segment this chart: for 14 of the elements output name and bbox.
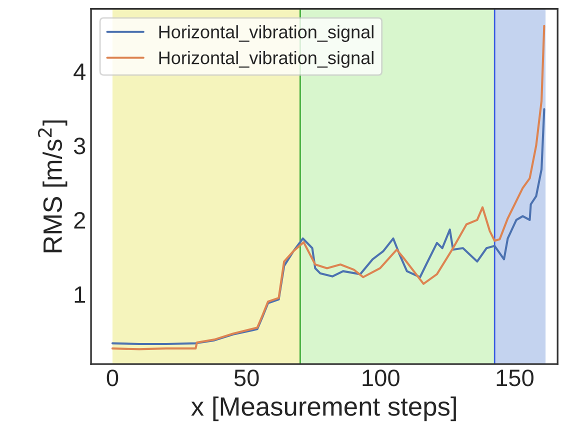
- legend-label: Horizontal_vibration_signal: [159, 25, 374, 42]
- line-series: [111, 108, 546, 346]
- line-series: [111, 24, 546, 350]
- y-axis-title: RMS [m/s$^{2}$]: [38, 120, 68, 252]
- x-tick-label: 100: [362, 370, 400, 386]
- x-axis-title: x [Measurement steps]: [191, 396, 456, 422]
- legend-label: Horizontal_vibration_signal: [159, 50, 374, 68]
- x-tick-label: 50: [234, 370, 259, 386]
- y-tick-label: 3: [74, 138, 86, 154]
- y-tick-label: 2: [74, 212, 85, 228]
- x-tick-label: 150: [496, 370, 534, 386]
- y-tick-label: 1: [74, 286, 86, 303]
- x-tick-label: 0: [106, 370, 118, 386]
- y-tick-label: 4: [74, 64, 86, 80]
